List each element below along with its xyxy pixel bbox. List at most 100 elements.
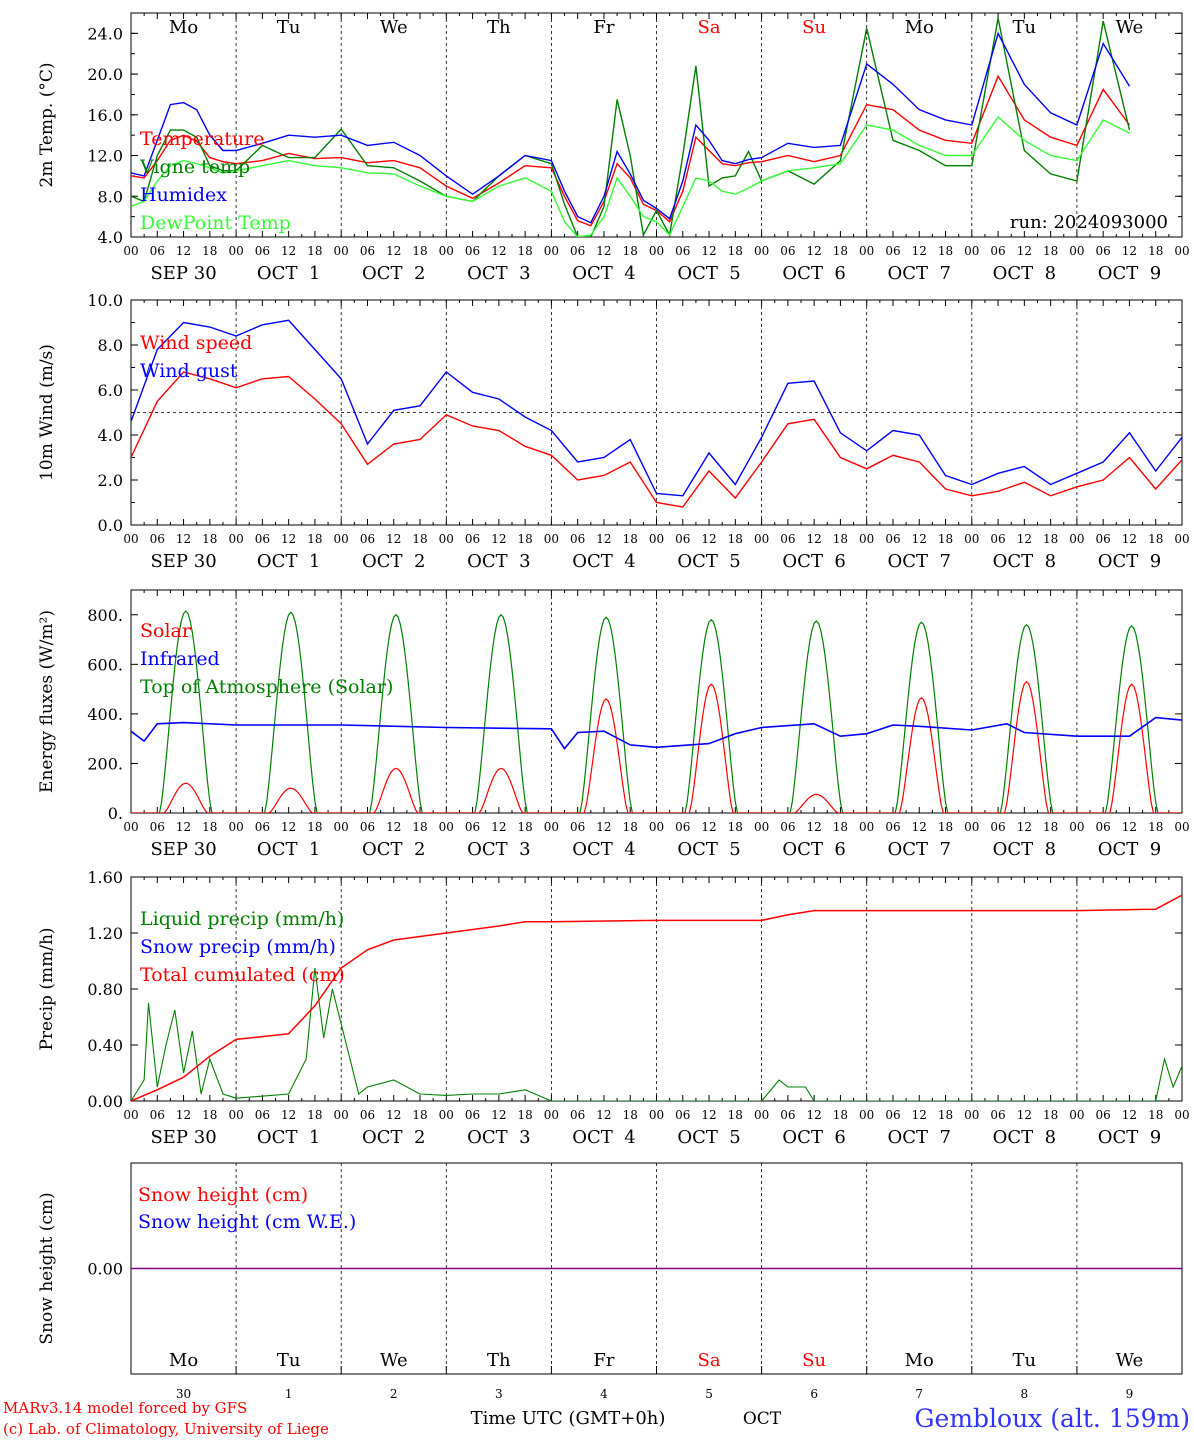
hour-tick-label: 00 bbox=[754, 532, 769, 546]
date-label: SEP 30 bbox=[150, 263, 216, 284]
hour-tick-label: 00 bbox=[1069, 1108, 1084, 1122]
hour-tick-label: 18 bbox=[833, 532, 848, 546]
hour-tick-label: 06 bbox=[570, 532, 585, 546]
hour-tick-label: 12 bbox=[386, 244, 401, 258]
day-number-label: 8 bbox=[1021, 1387, 1029, 1401]
hour-tick-label: 12 bbox=[386, 1108, 401, 1122]
hour-tick-label: 18 bbox=[728, 244, 743, 258]
day-name-label: We bbox=[1116, 1350, 1144, 1371]
y-tick-label: 0.0 bbox=[98, 516, 123, 535]
hour-tick-label: 06 bbox=[990, 244, 1005, 258]
hour-tick-label: 06 bbox=[675, 244, 690, 258]
hour-tick-label: 00 bbox=[439, 532, 454, 546]
hour-tick-label: 06 bbox=[255, 532, 270, 546]
hour-tick-label: 06 bbox=[675, 1108, 690, 1122]
hour-tick-label: 06 bbox=[570, 1108, 585, 1122]
hour-tick-label: 18 bbox=[202, 1108, 217, 1122]
hour-tick-label: 06 bbox=[1096, 1108, 1111, 1122]
panel-4: 0.00 0.40 0.80 1.20 1.60 Precip (mm/h) 00 06 12 1… bbox=[37, 868, 1190, 1148]
hour-tick-label: 00 bbox=[649, 532, 664, 546]
day-number-label: 6 bbox=[810, 1387, 818, 1401]
hour-tick-label: 12 bbox=[807, 1108, 822, 1122]
hour-tick-label: 18 bbox=[1148, 1108, 1163, 1122]
hour-tick-label: 12 bbox=[386, 532, 401, 546]
hour-tick-label: 18 bbox=[202, 532, 217, 546]
hour-tick-label: 00 bbox=[228, 532, 243, 546]
legend-entry: Snow precip (mm/h) bbox=[140, 936, 336, 958]
series-line-wind-gust bbox=[131, 319, 1182, 497]
legend-entry: Wind speed bbox=[140, 332, 252, 354]
date-label: OCT 9 bbox=[1098, 1127, 1161, 1148]
date-label: OCT 1 bbox=[257, 839, 320, 860]
hour-tick-label: 00 bbox=[439, 820, 454, 834]
series-line-solar bbox=[131, 680, 1182, 813]
hour-tick-label: 18 bbox=[938, 820, 953, 834]
hour-tick-label: 12 bbox=[491, 244, 506, 258]
hour-tick-label: 18 bbox=[1043, 532, 1058, 546]
hour-tick-label: 18 bbox=[1043, 244, 1058, 258]
legend-entry: Wind gust bbox=[140, 360, 238, 382]
legend-entry: Infrared bbox=[140, 648, 220, 670]
hour-tick-label: 18 bbox=[623, 532, 638, 546]
hour-tick-label: 06 bbox=[360, 820, 375, 834]
date-label: OCT 8 bbox=[993, 551, 1056, 572]
hour-tick-label: 18 bbox=[202, 244, 217, 258]
hour-tick-label: 12 bbox=[596, 244, 611, 258]
y-axis-label: Energy fluxes (W/m²) bbox=[37, 610, 57, 793]
series-line-humidex bbox=[131, 31, 1131, 224]
hour-tick-label: 06 bbox=[570, 244, 585, 258]
day-name-label: Su bbox=[802, 1350, 826, 1371]
day-name-label: We bbox=[380, 17, 408, 38]
hour-tick-label: 18 bbox=[833, 820, 848, 834]
hour-tick-label: 12 bbox=[807, 244, 822, 258]
day-name-label: Mo bbox=[905, 17, 934, 38]
day-number-label: 2 bbox=[390, 1387, 398, 1401]
date-label: OCT 2 bbox=[362, 839, 425, 860]
hour-tick-label: 12 bbox=[596, 532, 611, 546]
date-label: OCT 7 bbox=[888, 263, 951, 284]
hour-tick-label: 06 bbox=[1096, 532, 1111, 546]
date-label: OCT 3 bbox=[467, 263, 530, 284]
date-label: OCT 8 bbox=[993, 1127, 1056, 1148]
hour-tick-label: 00 bbox=[334, 244, 349, 258]
date-label: OCT 1 bbox=[257, 1127, 320, 1148]
hour-tick-label: 06 bbox=[780, 532, 795, 546]
legend-entry: Temperature bbox=[140, 128, 264, 150]
y-tick-label: 24.0 bbox=[87, 24, 123, 43]
hour-tick-label: 18 bbox=[517, 1108, 532, 1122]
hour-tick-label: 00 bbox=[649, 1108, 664, 1122]
hour-tick-label: 06 bbox=[780, 820, 795, 834]
day-name-label: Tu bbox=[1013, 1350, 1037, 1371]
hour-tick-label: 00 bbox=[859, 1108, 874, 1122]
date-label: OCT 8 bbox=[993, 263, 1056, 284]
hour-tick-label: 12 bbox=[281, 244, 296, 258]
hour-tick-label: 00 bbox=[123, 532, 138, 546]
hour-tick-label: 18 bbox=[728, 820, 743, 834]
date-label: OCT 2 bbox=[362, 263, 425, 284]
hour-tick-label: 12 bbox=[807, 532, 822, 546]
y-tick-label: 0.00 bbox=[87, 1092, 123, 1111]
date-label: SEP 30 bbox=[150, 839, 216, 860]
hour-tick-label: 18 bbox=[412, 532, 427, 546]
y-tick-label: 0.00 bbox=[87, 1260, 123, 1279]
hour-tick-label: 18 bbox=[728, 1108, 743, 1122]
hour-tick-label: 00 bbox=[1174, 820, 1189, 834]
date-label: SEP 30 bbox=[150, 1127, 216, 1148]
y-tick-label: 0. bbox=[108, 804, 123, 823]
hour-tick-label: 18 bbox=[833, 244, 848, 258]
hour-tick-label: 18 bbox=[1043, 820, 1058, 834]
hour-tick-label: 00 bbox=[334, 820, 349, 834]
hour-tick-label: 00 bbox=[1174, 1108, 1189, 1122]
hour-tick-label: 00 bbox=[1069, 532, 1084, 546]
date-label: OCT 9 bbox=[1098, 839, 1161, 860]
date-label: OCT 5 bbox=[677, 1127, 740, 1148]
day-number-label: 3 bbox=[495, 1387, 503, 1401]
hour-tick-label: 06 bbox=[465, 1108, 480, 1122]
series-line-infrared bbox=[131, 716, 1182, 750]
series-line-dewpoint-temp bbox=[131, 115, 1130, 237]
panel-frame bbox=[130, 589, 1183, 814]
date-label: OCT 5 bbox=[677, 839, 740, 860]
y-tick-label: 0.80 bbox=[87, 980, 123, 999]
hour-tick-label: 00 bbox=[439, 244, 454, 258]
